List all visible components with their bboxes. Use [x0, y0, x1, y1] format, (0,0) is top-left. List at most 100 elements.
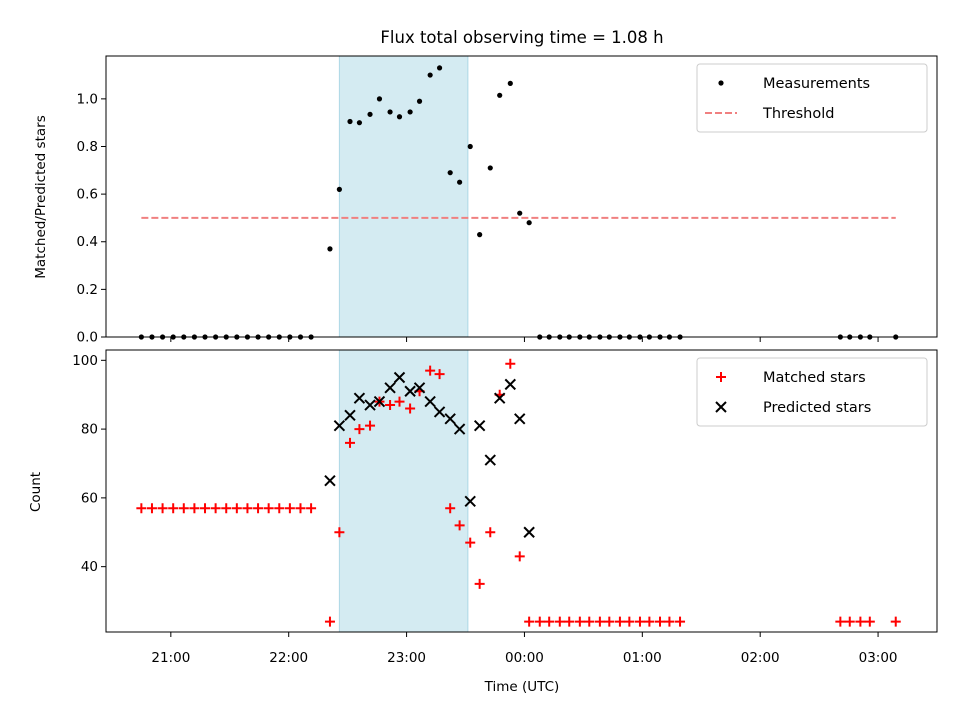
top-panel: Flux total observing time = 1.08 h Match…: [33, 28, 938, 346]
data-point: [604, 616, 615, 627]
observing-window-span: [338, 349, 469, 633]
data-point: [427, 72, 433, 78]
series-matched-stars: [136, 358, 901, 627]
y-tick-label: 100: [72, 353, 98, 369]
chart-title: Flux total observing time = 1.08 h: [380, 28, 663, 47]
y-tick-label: 0.6: [77, 187, 98, 203]
legend-entry-label: Matched stars: [763, 370, 866, 386]
data-point: [324, 616, 335, 627]
data-point: [356, 120, 363, 126]
data-point: [524, 616, 535, 627]
legend: Measurements Threshold: [696, 63, 928, 133]
y-tick-label: 0.4: [77, 234, 98, 250]
data-point: [624, 616, 635, 627]
data-point: [433, 406, 446, 418]
data-point: [284, 503, 295, 514]
data-point: [178, 503, 189, 514]
data-point: [574, 616, 585, 627]
data-point: [394, 396, 405, 407]
legend-marker: [715, 401, 727, 413]
data-point: [523, 526, 535, 538]
x-tick-label: 22:00: [269, 650, 308, 666]
data-point: [365, 420, 376, 431]
data-point: [467, 143, 473, 150]
top-y-axis-label: Matched/Predicted stars: [33, 115, 49, 278]
data-point: [594, 616, 605, 627]
data-point: [221, 503, 232, 514]
data-point: [517, 210, 523, 216]
data-point: [354, 424, 365, 435]
bottom-y-axis-label: Count: [28, 472, 44, 512]
data-point: [344, 409, 356, 422]
data-point: [210, 503, 221, 514]
x-tick-label: 03:00: [859, 650, 898, 666]
y-tick-label: 0.2: [77, 282, 98, 298]
data-point: [534, 616, 545, 627]
x-tick-label: 01:00: [623, 650, 662, 666]
data-point: [835, 616, 846, 627]
data-point: [514, 413, 526, 425]
axes-frame: [105, 55, 938, 338]
data-point: [344, 437, 355, 448]
data-point: [396, 114, 403, 120]
data-point: [436, 65, 443, 71]
data-point: [242, 503, 253, 514]
y-tick-label: 80: [81, 422, 98, 438]
data-point: [306, 503, 317, 514]
data-point: [405, 403, 416, 414]
legend-entry-label: Predicted stars: [763, 400, 871, 416]
data-point: [544, 616, 555, 627]
data-point: [864, 616, 875, 627]
data-point: [485, 527, 496, 538]
y-tick-label: 0.0: [77, 330, 98, 346]
series-predicted-stars: [324, 371, 535, 538]
data-point: [424, 395, 436, 408]
data-point: [564, 616, 575, 627]
data-point: [376, 96, 383, 102]
data-point: [404, 385, 416, 397]
data-point: [675, 616, 686, 627]
data-point: [655, 616, 665, 627]
data-point: [464, 495, 476, 508]
data-point: [504, 378, 517, 391]
data-point: [200, 503, 211, 514]
data-point: [387, 109, 393, 115]
data-point: [334, 527, 345, 538]
data-point: [477, 232, 483, 238]
legend-marker: [718, 80, 724, 86]
data-point: [189, 503, 200, 514]
data-point: [664, 616, 675, 627]
data-point: [445, 503, 456, 514]
data-point: [554, 616, 565, 627]
legend-box: [696, 357, 928, 427]
data-point: [136, 503, 147, 514]
data-point: [434, 369, 445, 380]
data-point: [295, 503, 306, 514]
data-point: [157, 503, 168, 514]
legend: Matched stars Predicted stars: [696, 357, 928, 427]
data-point: [497, 92, 503, 98]
y-tick-label: 40: [81, 559, 98, 575]
data-point: [474, 578, 485, 589]
data-point: [644, 616, 655, 627]
data-point: [347, 118, 353, 125]
data-point: [393, 371, 406, 384]
data-point: [447, 170, 453, 176]
data-point: [457, 179, 463, 185]
data-point: [614, 616, 625, 627]
data-point: [373, 395, 386, 408]
legend-entry-label: Threshold: [762, 106, 834, 122]
data-point: [333, 419, 346, 432]
data-point: [385, 400, 396, 411]
data-point: [253, 503, 264, 514]
data-point: [855, 616, 866, 627]
data-point: [890, 616, 901, 627]
data-point: [336, 186, 342, 192]
data-point: [473, 419, 486, 432]
data-point: [526, 220, 532, 226]
x-tick-label: 23:00: [387, 650, 426, 666]
axes-frame: [105, 349, 938, 633]
legend-box: [696, 63, 928, 133]
data-point: [454, 520, 465, 531]
y-tick-label: 1.0: [77, 91, 98, 107]
